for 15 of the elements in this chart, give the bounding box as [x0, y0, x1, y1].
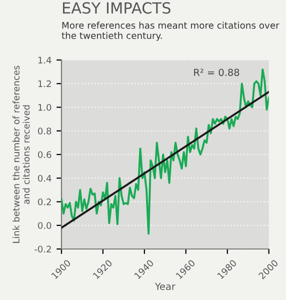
y-tick-label: 0.4 [38, 174, 52, 182]
chart-title: EASY IMPACTS [62, 2, 170, 14]
line-series [61, 68, 269, 235]
annotation: R² = 0.88 [194, 68, 240, 76]
y-tick-label: 0.2 [38, 198, 51, 206]
y-tick-label: 0.8 [38, 128, 52, 134]
y-tick-label: 1.0 [38, 104, 52, 111]
y-axis-title: Link between the number of references and citations received [12, 66, 30, 243]
y-tick-label: 0.0 [38, 222, 52, 229]
y-tick-label: 1.2 [38, 80, 51, 88]
chart-subtitle: More references has meant more citations over the twentieth century. [62, 22, 280, 41]
y-tick-label: 0.6 [38, 151, 52, 158]
y-tick-label: -0.2 [34, 246, 51, 253]
y-tick-label: 1.4 [38, 56, 52, 64]
x-axis-title: Year [154, 282, 176, 290]
